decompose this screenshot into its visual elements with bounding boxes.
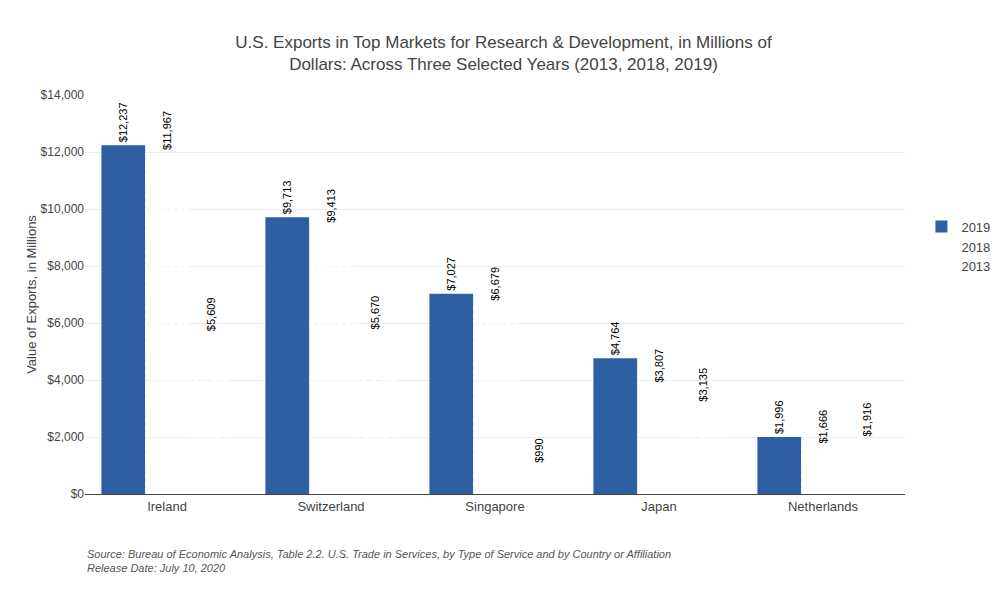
svg-text:$2,000: $2,000 [47, 430, 84, 444]
svg-text:$12,237: $12,237 [117, 102, 129, 142]
svg-text:Value of Exports, in Millions: Value of Exports, in Millions [24, 215, 39, 374]
svg-text:2018: 2018 [961, 240, 990, 255]
svg-text:$1,916: $1,916 [861, 403, 873, 437]
svg-text:$6,679: $6,679 [489, 267, 501, 301]
svg-text:$9,413: $9,413 [325, 189, 337, 223]
svg-text:Switzerland: Switzerland [297, 499, 364, 514]
svg-text:$6,000: $6,000 [47, 316, 84, 330]
svg-text:$4,000: $4,000 [47, 373, 84, 387]
svg-text:$10,000: $10,000 [41, 202, 85, 216]
svg-text:$4,764: $4,764 [609, 322, 621, 356]
svg-text:$9,713: $9,713 [281, 181, 293, 215]
svg-text:2019: 2019 [961, 220, 990, 235]
svg-text:$1,666: $1,666 [817, 410, 829, 444]
svg-text:$5,609: $5,609 [205, 297, 217, 331]
svg-text:Singapore: Singapore [465, 499, 524, 514]
svg-text:$1,996: $1,996 [773, 400, 785, 434]
svg-text:$3,135: $3,135 [697, 368, 709, 402]
svg-text:$990: $990 [533, 438, 545, 462]
svg-text:Netherlands: Netherlands [788, 499, 859, 514]
svg-text:Japan: Japan [641, 499, 676, 514]
svg-text:$8,000: $8,000 [47, 259, 84, 273]
svg-text:$7,027: $7,027 [445, 257, 457, 291]
svg-text:$14,000: $14,000 [41, 88, 85, 102]
svg-text:$12,000: $12,000 [41, 145, 85, 159]
svg-text:Source: Bureau of Economic Ana: Source: Bureau of Economic Analysis, Tab… [87, 548, 671, 574]
svg-text:$5,670: $5,670 [369, 296, 381, 330]
svg-text:Ireland: Ireland [147, 499, 187, 514]
svg-text:2013: 2013 [961, 259, 990, 274]
svg-text:U.S. Exports in Top Markets fo: U.S. Exports in Top Markets for Research… [235, 33, 772, 74]
svg-text:$3,807: $3,807 [653, 349, 665, 383]
svg-text:$0: $0 [71, 487, 85, 501]
svg-text:$11,967: $11,967 [161, 111, 173, 150]
